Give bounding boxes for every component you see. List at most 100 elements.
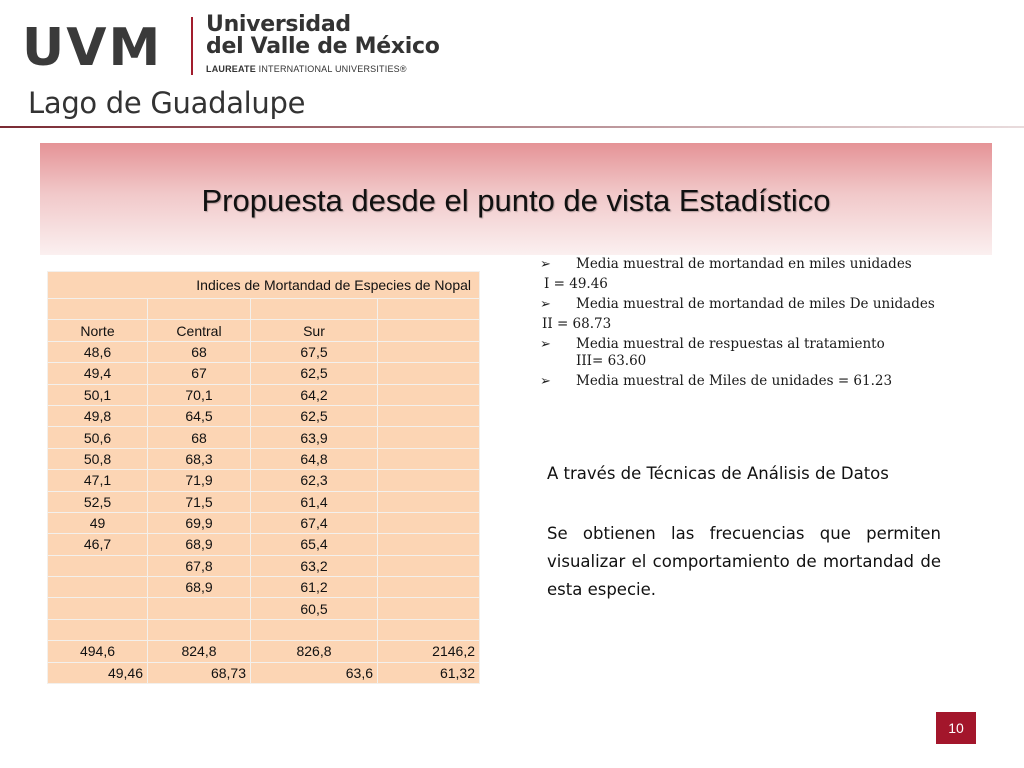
mortality-table-body: Indices de Mortandad de Especies de Nopa… [47, 271, 480, 685]
table-cell: 68,73 [147, 661, 251, 685]
table-cell: 70,1 [147, 383, 251, 406]
stats-bullets: ➢ Media muestral de mortandad en miles u… [538, 256, 978, 393]
table-cell [377, 362, 480, 385]
university-logo-text: Universidad del Valle de México LAUREATE… [206, 14, 440, 75]
mean-value: I = 49.46 [544, 276, 608, 292]
arrow-bullet-icon: ➢ [540, 297, 551, 312]
table-cell: 494,6 [47, 640, 148, 663]
table-cell [250, 297, 378, 321]
bullet-item: ➢ Media muestral de mortandad en miles u… [538, 256, 978, 273]
bullet-item: ➢ Media muestral de mortandad de miles D… [538, 296, 978, 313]
table-cell [377, 576, 480, 599]
table-cell: 49,8 [47, 404, 148, 428]
table-row: 49,4 67 62,5 [47, 362, 480, 385]
table-cell [47, 554, 148, 578]
arrow-bullet-icon: ➢ [540, 337, 551, 352]
table-cell: 68,3 [147, 447, 251, 471]
table-cell: 69,9 [147, 511, 251, 535]
table-blank-row [47, 297, 480, 321]
table-cell: 49,46 [47, 661, 148, 685]
bullet-text: III= 63.60 [576, 353, 647, 369]
bullet-text: Media muestral de respuestas al tratamie… [576, 336, 885, 352]
table-title: Indices de Mortandad de Especies de Nopa… [47, 271, 480, 299]
table-cell [47, 576, 148, 599]
table-cell: 824,8 [147, 640, 251, 663]
table-cell: 68,9 [147, 576, 251, 599]
logo-line-valle: del Valle de México [206, 34, 440, 59]
table-row: 60,5 [47, 597, 480, 620]
table-row: 48,6 68 67,5 [47, 340, 480, 364]
header-blank [377, 319, 480, 342]
table-cell [377, 469, 480, 492]
table-cell [377, 554, 480, 578]
header-central: Central [147, 319, 251, 342]
table-cell: 826,8 [250, 640, 378, 663]
table-cell: 65,4 [250, 533, 378, 556]
mortality-table: Indices de Mortandad de Especies de Nopa… [47, 271, 480, 685]
table-cell [377, 426, 480, 449]
table-cell: 48,6 [47, 340, 148, 364]
table-cell: 60,5 [250, 597, 378, 620]
table-cell: 67,8 [147, 554, 251, 578]
table-cell: 67,5 [250, 340, 378, 364]
frequency-paragraph: Se obtienen las frecuencias que permiten… [547, 524, 941, 599]
table-cell: 63,9 [250, 426, 378, 449]
table-blank-row [47, 618, 480, 642]
header-norte: Norte [47, 319, 148, 342]
table-row: 46,7 68,9 65,4 [47, 533, 480, 556]
bullet-text: Media muestral de mortandad en miles uni… [576, 256, 912, 272]
table-sum-row: 494,6 824,8 826,8 2146,2 [47, 640, 480, 663]
logo-divider [191, 17, 193, 75]
table-cell: 68,9 [147, 533, 251, 556]
table-row: 49 69,9 67,4 [47, 511, 480, 535]
table-cell: 50,1 [47, 383, 148, 406]
table-cell [377, 618, 480, 642]
table-cell: 63,2 [250, 554, 378, 578]
table-cell: 68 [147, 426, 251, 449]
table-title-row: Indices de Mortandad de Especies de Nopa… [47, 271, 480, 299]
table-cell [250, 618, 378, 642]
table-row: 47,1 71,9 62,3 [47, 469, 480, 492]
table-cell [147, 618, 251, 642]
table-cell [377, 404, 480, 428]
table-cell [377, 447, 480, 471]
table-cell: 49 [47, 511, 148, 535]
table-row: 50,8 68,3 64,8 [47, 447, 480, 471]
uvm-logo-mark: UVM [22, 18, 163, 78]
table-cell: 50,8 [47, 447, 148, 471]
table-header-row: Norte Central Sur [47, 319, 480, 342]
table-row: 49,8 64,5 62,5 [47, 404, 480, 428]
table-cell [47, 297, 148, 321]
table-cell [377, 511, 480, 535]
table-cell: 61,4 [250, 490, 378, 513]
laureate-word: LAUREATE [206, 64, 256, 74]
bullet-text: Media muestral de mortandad de miles De … [576, 296, 935, 312]
table-row: 67,8 63,2 [47, 554, 480, 578]
table-cell: 64,2 [250, 383, 378, 406]
bullet-text: Media muestral de Miles de unidades = 61… [576, 373, 893, 389]
laureate-rest: INTERNATIONAL UNIVERSITIES® [255, 64, 407, 74]
table-cell [377, 297, 480, 321]
table-cell: 64,5 [147, 404, 251, 428]
table-row: 50,1 70,1 64,2 [47, 383, 480, 406]
table-cell: 64,8 [250, 447, 378, 471]
table-cell: 71,5 [147, 490, 251, 513]
bullet-item: ➢ Media muestral de Miles de unidades = … [538, 373, 978, 390]
table-cell: 49,4 [47, 362, 148, 385]
arrow-bullet-icon: ➢ [540, 257, 551, 272]
table-cell: 47,1 [47, 469, 148, 492]
slide-title: Propuesta desde el punto de vista Estadí… [201, 183, 831, 218]
table-row: 68,9 61,2 [47, 576, 480, 599]
table-cell: 62,3 [250, 469, 378, 492]
table-cell [377, 533, 480, 556]
mean-value: II = 68.73 [542, 316, 612, 332]
table-cell: 2146,2 [377, 640, 480, 663]
logo-line-laureate: LAUREATE INTERNATIONAL UNIVERSITIES® [206, 64, 440, 74]
header-rule [0, 126, 1024, 128]
table-cell [377, 340, 480, 364]
table-cell: 52,5 [47, 490, 148, 513]
table-cell [147, 297, 251, 321]
table-cell [377, 597, 480, 620]
campus-name: Lago de Guadalupe [28, 86, 306, 120]
table-cell: 71,9 [147, 469, 251, 492]
